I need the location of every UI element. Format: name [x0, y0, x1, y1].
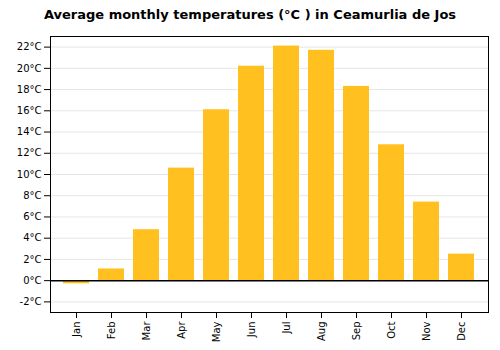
svg-text:22°C: 22°C	[17, 41, 42, 52]
svg-text:Nov: Nov	[421, 321, 432, 341]
html-text:Average monthly temperatures (: Average monthly temperatures (°C ) in Ce…	[43, 7, 457, 22]
svg-text:Oct: Oct	[386, 321, 397, 338]
svg-text:18°C: 18°C	[17, 84, 42, 95]
svg-text:Aug: Aug	[316, 322, 327, 342]
svg-text:2°C: 2°C	[23, 254, 41, 265]
svg-text:4°C: 4°C	[23, 232, 41, 243]
svg-text:Jul: Jul	[281, 322, 292, 335]
svg-text:16°C: 16°C	[17, 105, 42, 116]
svg-text:6°C: 6°C	[23, 211, 41, 222]
svg-text:Mar: Mar	[141, 321, 152, 341]
svg-text:Jan: Jan	[71, 322, 82, 338]
svg-text:Sep: Sep	[351, 322, 362, 341]
svg-text:20°C: 20°C	[17, 63, 42, 74]
svg-text:10°C: 10°C	[17, 169, 42, 180]
svg-text:14°C: 14°C	[17, 126, 42, 137]
svg-text:Feb: Feb	[106, 322, 117, 340]
svg-text:-2°C: -2°C	[20, 296, 42, 307]
svg-text:12°C: 12°C	[17, 147, 42, 158]
svg-text:0°C: 0°C	[23, 275, 41, 286]
svg-text:May: May	[211, 321, 222, 342]
svg-text:8°C: 8°C	[23, 190, 41, 201]
svg-text:Jun: Jun	[246, 322, 257, 339]
svg-text:Dec: Dec	[456, 322, 467, 341]
svg-text:Apr: Apr	[176, 321, 187, 339]
